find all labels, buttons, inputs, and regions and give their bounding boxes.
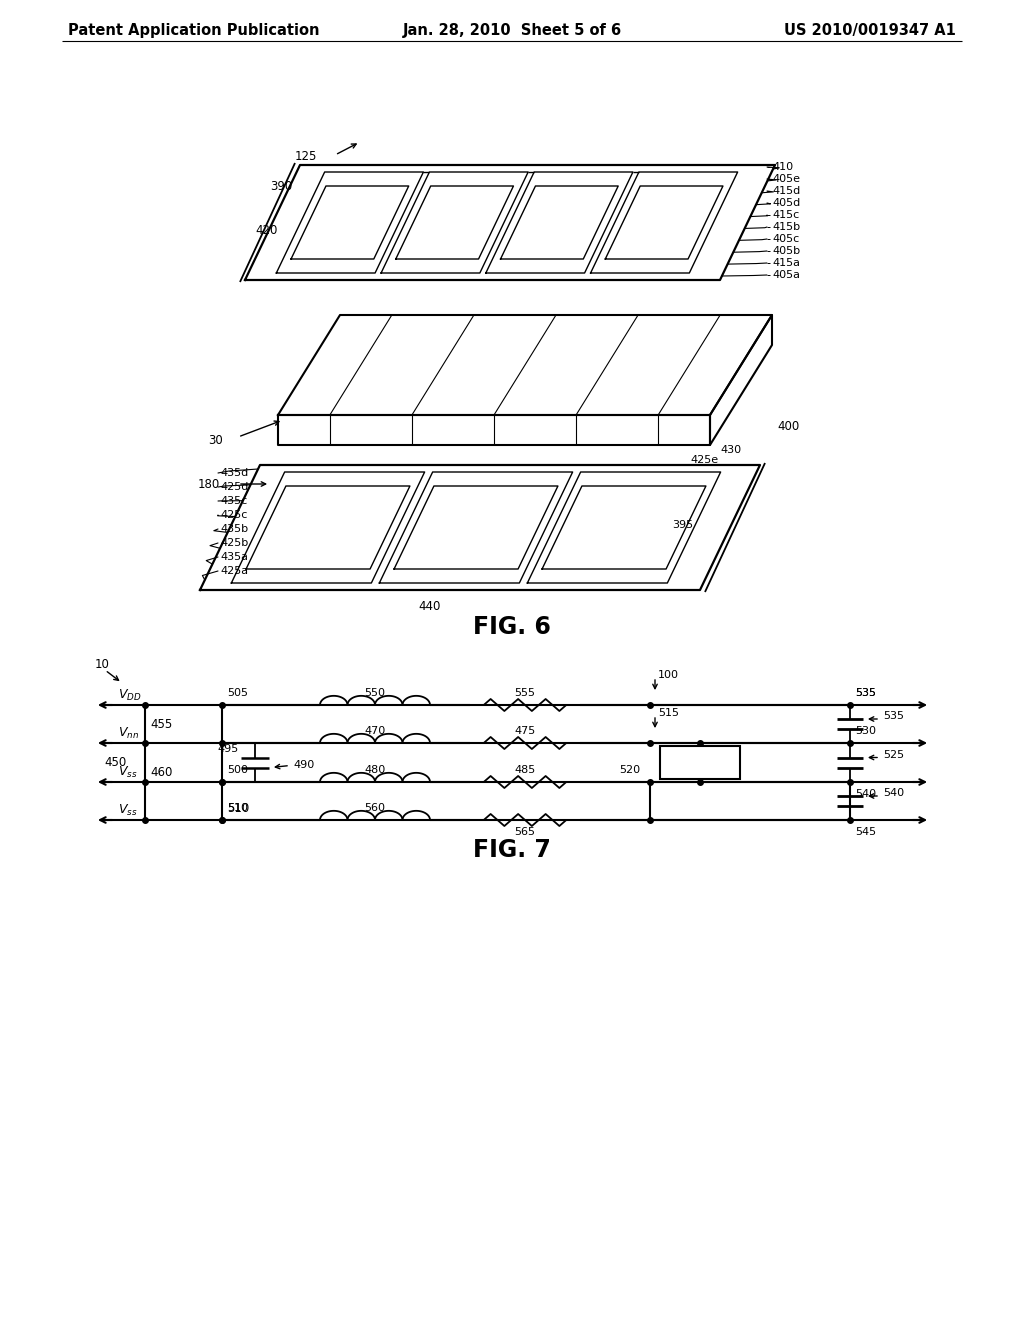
Text: 530: 530 xyxy=(855,726,876,737)
Text: 540: 540 xyxy=(883,788,904,799)
Text: 415b: 415b xyxy=(772,222,800,232)
Text: 435a: 435a xyxy=(220,552,248,562)
Text: $V_{nn}$: $V_{nn}$ xyxy=(118,726,139,741)
Text: 395: 395 xyxy=(672,520,693,531)
Text: 485: 485 xyxy=(514,766,536,775)
Text: FIG. 7: FIG. 7 xyxy=(473,838,551,862)
Text: 510: 510 xyxy=(227,801,249,814)
Text: 565: 565 xyxy=(514,828,536,837)
Text: 540: 540 xyxy=(855,789,877,799)
Text: 405d: 405d xyxy=(772,198,800,209)
Text: 180: 180 xyxy=(198,478,220,491)
Text: 30: 30 xyxy=(208,433,223,446)
Text: Jan. 28, 2010  Sheet 5 of 6: Jan. 28, 2010 Sheet 5 of 6 xyxy=(402,22,622,37)
Text: 435d: 435d xyxy=(220,469,248,478)
Text: 415a: 415a xyxy=(772,257,800,268)
Text: 505: 505 xyxy=(227,688,248,698)
Text: Patent Application Publication: Patent Application Publication xyxy=(68,22,319,37)
Text: 415d: 415d xyxy=(772,186,800,195)
Text: 405b: 405b xyxy=(772,246,800,256)
Text: 125: 125 xyxy=(295,150,317,164)
Text: 425e: 425e xyxy=(690,455,718,465)
Text: 515: 515 xyxy=(658,708,679,718)
Text: 10: 10 xyxy=(95,659,110,672)
Text: 425b: 425b xyxy=(220,539,248,548)
Text: 390: 390 xyxy=(270,181,292,194)
Text: 460: 460 xyxy=(150,766,172,779)
Text: 450: 450 xyxy=(104,756,127,770)
Text: 435b: 435b xyxy=(220,524,248,535)
Text: $V_{DD}$: $V_{DD}$ xyxy=(118,688,141,702)
Text: 490: 490 xyxy=(293,760,314,771)
Text: US 2010/0019347 A1: US 2010/0019347 A1 xyxy=(784,22,956,37)
Text: 435c: 435c xyxy=(220,496,247,506)
Text: 405e: 405e xyxy=(772,174,800,183)
Text: 410: 410 xyxy=(772,162,794,172)
Text: 405a: 405a xyxy=(772,271,800,280)
Text: 480: 480 xyxy=(365,766,386,775)
Text: 100: 100 xyxy=(658,671,679,680)
Text: 560: 560 xyxy=(365,803,385,813)
Text: 430: 430 xyxy=(720,445,741,455)
Text: 545: 545 xyxy=(855,828,877,837)
Text: 535: 535 xyxy=(883,711,904,721)
Text: 535: 535 xyxy=(855,688,876,698)
Text: 510: 510 xyxy=(227,803,248,813)
Text: 535: 535 xyxy=(855,688,876,698)
Text: 425a: 425a xyxy=(220,566,248,576)
Text: 405c: 405c xyxy=(772,234,800,244)
Text: 495: 495 xyxy=(218,744,239,755)
Text: 415c: 415c xyxy=(772,210,800,220)
Text: 550: 550 xyxy=(365,688,385,698)
Text: 400: 400 xyxy=(777,421,800,433)
Text: 500: 500 xyxy=(227,766,248,775)
Text: 425c: 425c xyxy=(220,510,248,520)
Text: $V_{ss}$: $V_{ss}$ xyxy=(118,803,137,817)
Text: $V_{ss}$: $V_{ss}$ xyxy=(118,764,137,780)
Text: 455: 455 xyxy=(150,718,172,730)
Text: 440: 440 xyxy=(419,601,441,614)
Text: 420: 420 xyxy=(255,223,278,236)
Text: 470: 470 xyxy=(365,726,386,737)
Text: 520: 520 xyxy=(618,766,640,775)
Text: 475: 475 xyxy=(514,726,536,737)
Text: 525: 525 xyxy=(883,750,904,759)
Text: 555: 555 xyxy=(514,688,536,698)
Text: FIG. 6: FIG. 6 xyxy=(473,615,551,639)
Bar xyxy=(660,746,740,779)
Text: 425d: 425d xyxy=(220,482,249,492)
